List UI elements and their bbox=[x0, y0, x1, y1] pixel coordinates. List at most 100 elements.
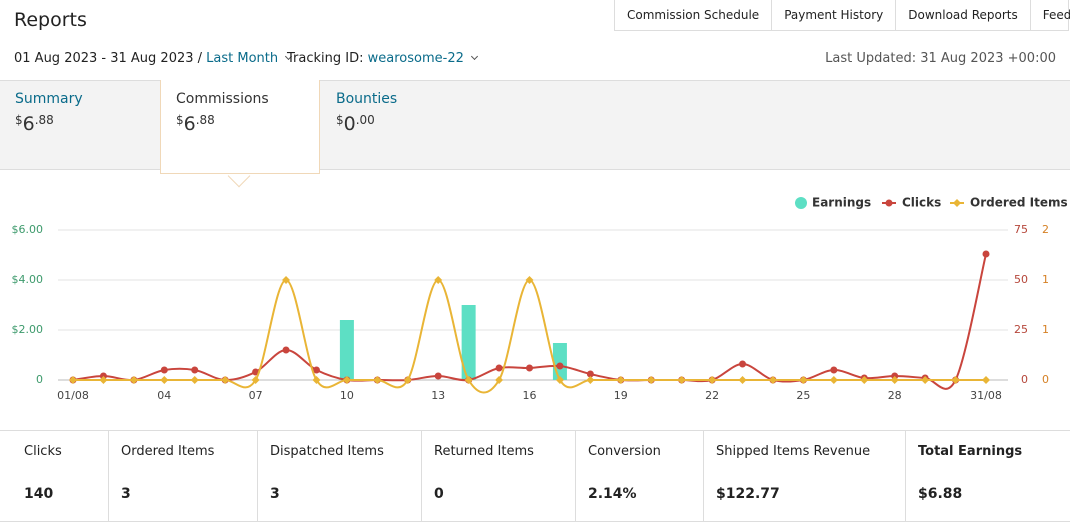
summary-value: $122.77 bbox=[716, 486, 780, 502]
point bbox=[464, 376, 473, 384]
point bbox=[434, 276, 443, 284]
point bbox=[799, 376, 808, 384]
y2-tick-label: 0 bbox=[1021, 373, 1028, 386]
button[interactable]: Payment History bbox=[771, 0, 895, 30]
bar bbox=[339, 320, 354, 380]
tab-amount: $6.88 bbox=[15, 113, 145, 135]
amount-whole: 0 bbox=[343, 113, 356, 135]
summary-label: Shipped Items Revenue bbox=[716, 444, 871, 459]
amount-whole: 6 bbox=[22, 113, 35, 135]
point bbox=[312, 376, 321, 384]
y2-tick-label: 50 bbox=[1014, 273, 1028, 286]
y-tick-label: 0 bbox=[36, 373, 43, 386]
y-tick-label: $6.00 bbox=[12, 223, 44, 236]
point bbox=[282, 276, 291, 284]
summary-label: Ordered Items bbox=[121, 444, 215, 459]
point bbox=[129, 376, 138, 384]
date-filter: 01 Aug 2023 - 31 Aug 2023 / Last Month bbox=[14, 51, 297, 66]
x-tick-label: 07 bbox=[249, 389, 263, 402]
currency: $ bbox=[336, 113, 344, 127]
summary-value: 140 bbox=[24, 486, 54, 502]
tracking-label: Tracking ID: bbox=[287, 51, 364, 66]
tab[interactable]: Commissions $6.88 bbox=[160, 80, 320, 174]
point bbox=[677, 376, 686, 384]
point bbox=[768, 376, 777, 384]
button[interactable]: Download Reports bbox=[895, 0, 1030, 30]
tab[interactable]: Summary $6.88 bbox=[0, 80, 160, 174]
summary-label: Conversion bbox=[588, 444, 661, 459]
amount-whole: 6 bbox=[183, 113, 196, 135]
legend-label: Earnings bbox=[812, 196, 871, 210]
bar bbox=[461, 305, 476, 380]
x-tick-label: 13 bbox=[431, 389, 445, 402]
date-range: 01 Aug 2023 - 31 Aug 2023 / bbox=[14, 51, 203, 66]
point bbox=[190, 376, 199, 384]
summary-cell: Returned Items 0 bbox=[421, 431, 575, 521]
point bbox=[708, 376, 717, 384]
point bbox=[342, 376, 351, 384]
summary-value: $6.88 bbox=[918, 486, 963, 502]
point bbox=[586, 370, 594, 378]
tab[interactable]: Bounties $0.00 bbox=[321, 80, 481, 174]
point bbox=[830, 366, 838, 374]
point bbox=[555, 376, 564, 384]
x-tick-label: 19 bbox=[614, 389, 628, 402]
legend-swatch bbox=[953, 199, 961, 207]
x-tick-label: 31/08 bbox=[970, 389, 1002, 402]
point bbox=[160, 366, 168, 374]
y3-tick-label: 0 bbox=[1042, 373, 1049, 386]
tab-label: Commissions bbox=[176, 91, 269, 107]
summary-cell: Clicks 140 bbox=[0, 431, 108, 521]
y3-tick-label: 1 bbox=[1042, 323, 1049, 336]
summary-cell: Shipped Items Revenue $122.77 bbox=[703, 431, 905, 521]
currency: $ bbox=[15, 113, 23, 127]
summary-value: 3 bbox=[270, 486, 280, 502]
point bbox=[99, 376, 108, 384]
point bbox=[221, 376, 230, 384]
x-tick-label: 04 bbox=[157, 389, 171, 402]
point bbox=[160, 376, 169, 384]
amount-fraction: .88 bbox=[195, 113, 215, 127]
tab-label: Bounties bbox=[336, 91, 398, 107]
x-tick-label: 22 bbox=[705, 389, 719, 402]
legend-label: Ordered Items bbox=[970, 196, 1068, 210]
tracking-id: wearosome-22 bbox=[367, 51, 464, 66]
point bbox=[982, 250, 990, 258]
point bbox=[373, 376, 382, 384]
point bbox=[860, 376, 869, 384]
summary-row: Clicks 140 Ordered Items 3 Dispatched Items 3… bbox=[0, 430, 1070, 522]
summary-value: 2.14% bbox=[588, 486, 637, 502]
tracking-filter[interactable]: Tracking ID: wearosome-22 bbox=[287, 51, 483, 66]
point bbox=[434, 372, 442, 380]
summary-label: Total Earnings bbox=[918, 444, 1023, 459]
summary-value: 3 bbox=[121, 486, 131, 502]
button-bar: Commission Schedule Payment History Down… bbox=[614, 0, 1070, 31]
y2-tick-label: 25 bbox=[1014, 323, 1028, 336]
point bbox=[921, 376, 930, 384]
summary-cell: Dispatched Items 3 bbox=[257, 431, 421, 521]
summary-label: Dispatched Items bbox=[270, 444, 384, 459]
button[interactable]: Feedback bbox=[1029, 0, 1070, 30]
x-tick-label: 10 bbox=[340, 389, 354, 402]
point bbox=[282, 346, 290, 354]
point bbox=[890, 376, 899, 384]
summary-cell: Total Earnings $6.88 bbox=[905, 431, 1070, 521]
point bbox=[616, 376, 625, 384]
legend-swatch bbox=[795, 197, 807, 209]
point bbox=[556, 362, 564, 370]
point bbox=[69, 376, 77, 384]
button[interactable]: Commission Schedule bbox=[627, 8, 760, 22]
point bbox=[647, 376, 656, 384]
tab-amount: $0.00 bbox=[336, 113, 466, 135]
last-updated: Last Updated: 31 Aug 2023 +00:00 bbox=[825, 51, 1056, 66]
point bbox=[251, 376, 260, 384]
period-select[interactable]: Last Month bbox=[206, 51, 279, 66]
x-tick-label: 25 bbox=[796, 389, 810, 402]
page-title: Reports bbox=[14, 9, 87, 31]
point bbox=[951, 376, 960, 384]
y-tick-label: $2.00 bbox=[12, 323, 44, 336]
summary-cell: Ordered Items 3 bbox=[108, 431, 257, 521]
point bbox=[829, 376, 838, 384]
amount-fraction: .88 bbox=[34, 113, 54, 127]
